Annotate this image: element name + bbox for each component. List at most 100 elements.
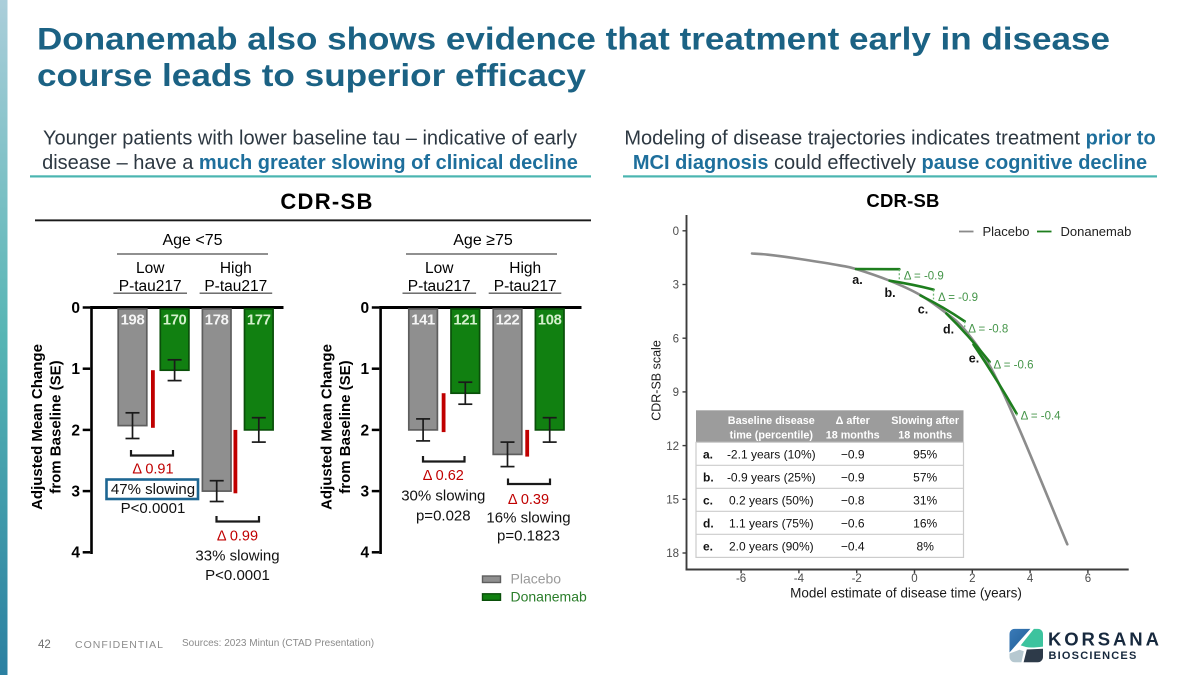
svg-text:b.: b.	[703, 471, 714, 485]
svg-text:d.: d.	[943, 323, 954, 337]
svg-text:Donanemab: Donanemab	[1061, 224, 1132, 239]
svg-text:P-tau217: P-tau217	[408, 278, 471, 295]
svg-text:from Baseline (SE): from Baseline (SE)	[48, 360, 65, 493]
svg-text:d.: d.	[703, 517, 714, 531]
svg-text:4: 4	[71, 545, 80, 562]
svg-text:course leads to superior effic: course leads to superior efficacy	[37, 57, 587, 93]
svg-text:15: 15	[666, 495, 679, 507]
svg-text:31%: 31%	[913, 494, 937, 508]
svg-text:CDR-SB: CDR-SB	[280, 189, 373, 214]
svg-text:Slowing after: Slowing after	[891, 415, 960, 427]
svg-text:−0.4: −0.4	[841, 540, 865, 554]
svg-text:Younger patients with lower ba: Younger patients with lower baseline tau…	[43, 128, 577, 150]
svg-text:-2.1 years (10%): -2.1 years (10%)	[727, 448, 816, 462]
svg-text:1: 1	[360, 361, 369, 378]
svg-text:Δ = -0.9: Δ = -0.9	[904, 271, 944, 283]
svg-text:a.: a.	[703, 448, 713, 462]
svg-text:0: 0	[673, 226, 679, 238]
svg-text:Δ after: Δ after	[836, 415, 871, 427]
svg-text:e.: e.	[969, 352, 979, 366]
svg-text:Donanemab also shows evidence: Donanemab also shows evidence that treat…	[37, 21, 1110, 57]
svg-text:6: 6	[1085, 573, 1091, 585]
svg-text:1.1 years (75%): 1.1 years (75%)	[729, 517, 814, 531]
svg-text:121: 121	[453, 313, 477, 329]
svg-text:CDR-SB: CDR-SB	[866, 190, 939, 211]
svg-text:−0.6: −0.6	[841, 517, 865, 531]
svg-text:Placebo: Placebo	[511, 571, 562, 587]
svg-text:Donanemab: Donanemab	[511, 588, 587, 604]
svg-text:CDR-SB scale: CDR-SB scale	[650, 340, 664, 421]
svg-text:177: 177	[247, 313, 271, 329]
svg-text:High: High	[220, 260, 252, 277]
svg-text:Low: Low	[136, 260, 165, 277]
svg-text:9: 9	[673, 387, 679, 399]
svg-text:0: 0	[71, 300, 80, 317]
svg-text:95%: 95%	[913, 448, 937, 462]
svg-text:1: 1	[71, 361, 80, 378]
svg-text:P-tau217: P-tau217	[204, 278, 267, 295]
svg-text:0.2 years (50%): 0.2 years (50%)	[729, 494, 814, 508]
svg-text:4: 4	[1027, 573, 1034, 585]
svg-text:2.0 years (90%): 2.0 years (90%)	[729, 540, 814, 554]
svg-text:-6: -6	[736, 573, 746, 585]
svg-text:Placebo: Placebo	[983, 224, 1030, 239]
svg-text:178: 178	[205, 313, 229, 329]
svg-text:108: 108	[538, 313, 562, 329]
svg-text:c.: c.	[703, 494, 713, 508]
svg-text:P<0.0001: P<0.0001	[121, 500, 186, 517]
svg-text:p=0.1823: p=0.1823	[497, 528, 560, 545]
svg-text:18 months: 18 months	[826, 429, 880, 441]
svg-text:16%: 16%	[913, 517, 937, 531]
svg-text:Adjusted Mean Change: Adjusted Mean Change	[29, 344, 46, 510]
svg-text:KORSANA: KORSANA	[1048, 628, 1162, 649]
svg-text:-4: -4	[794, 573, 805, 585]
svg-text:16% slowing: 16% slowing	[486, 510, 570, 527]
svg-text:Δ = -0.6: Δ = -0.6	[994, 360, 1034, 372]
svg-text:18: 18	[666, 548, 679, 560]
svg-text:−0.8: −0.8	[841, 494, 865, 508]
svg-text:disease – have a much greater: disease – have a much greater slowing of…	[42, 152, 578, 174]
svg-text:BIOSCIENCES: BIOSCIENCES	[1049, 650, 1138, 662]
svg-text:−0.9: −0.9	[841, 448, 865, 462]
svg-text:-2: -2	[852, 573, 862, 585]
svg-text:198: 198	[121, 313, 145, 329]
svg-text:141: 141	[411, 313, 435, 329]
svg-text:p=0.028: p=0.028	[416, 508, 471, 525]
svg-text:time (percentile): time (percentile)	[730, 429, 814, 441]
svg-text:Baseline disease: Baseline disease	[728, 415, 815, 427]
svg-text:MCI diagnosis could effectivel: MCI diagnosis could effectively pause co…	[633, 152, 1147, 174]
svg-text:Δ = -0.8: Δ = -0.8	[968, 324, 1008, 336]
svg-text:3: 3	[673, 280, 679, 292]
svg-text:Sources: 2023 Mintun (CTAD Pre: Sources: 2023 Mintun (CTAD Presentation)	[182, 638, 374, 649]
svg-text:Δ = -0.4: Δ = -0.4	[1021, 411, 1062, 423]
svg-text:Model estimate of disease time: Model estimate of disease time (years)	[790, 586, 1022, 601]
svg-text:4: 4	[360, 545, 369, 562]
svg-text:42: 42	[38, 639, 51, 651]
svg-text:0: 0	[360, 300, 369, 317]
svg-text:6: 6	[673, 333, 679, 345]
svg-text:2: 2	[969, 573, 975, 585]
svg-text:Adjusted Mean Change: Adjusted Mean Change	[319, 344, 336, 510]
svg-text:P-tau217: P-tau217	[119, 278, 182, 295]
svg-text:12: 12	[666, 441, 679, 453]
svg-text:CONFIDENTIAL: CONFIDENTIAL	[75, 639, 164, 651]
svg-text:3: 3	[360, 484, 369, 501]
svg-text:from Baseline (SE): from Baseline (SE)	[337, 360, 354, 493]
svg-text:-0.9 years (25%): -0.9 years (25%)	[727, 471, 816, 485]
svg-text:Δ 0.39: Δ 0.39	[508, 492, 549, 508]
svg-text:Low: Low	[425, 260, 454, 277]
svg-text:3: 3	[71, 484, 80, 501]
svg-text:a.: a.	[852, 273, 862, 287]
svg-text:18 months: 18 months	[898, 429, 952, 441]
svg-text:57%: 57%	[913, 471, 937, 485]
svg-text:Δ 0.91: Δ 0.91	[132, 462, 173, 478]
svg-text:Δ 0.99: Δ 0.99	[217, 529, 258, 545]
svg-text:P<0.0001: P<0.0001	[205, 567, 270, 584]
svg-text:b.: b.	[884, 286, 895, 300]
svg-text:High: High	[509, 260, 541, 277]
svg-text:c.: c.	[918, 303, 928, 317]
svg-text:Age <75: Age <75	[162, 232, 222, 249]
svg-text:e.: e.	[703, 540, 713, 554]
svg-text:Modeling of disease trajectori: Modeling of disease trajectories indicat…	[624, 128, 1155, 150]
svg-text:47% slowing: 47% slowing	[111, 481, 195, 498]
